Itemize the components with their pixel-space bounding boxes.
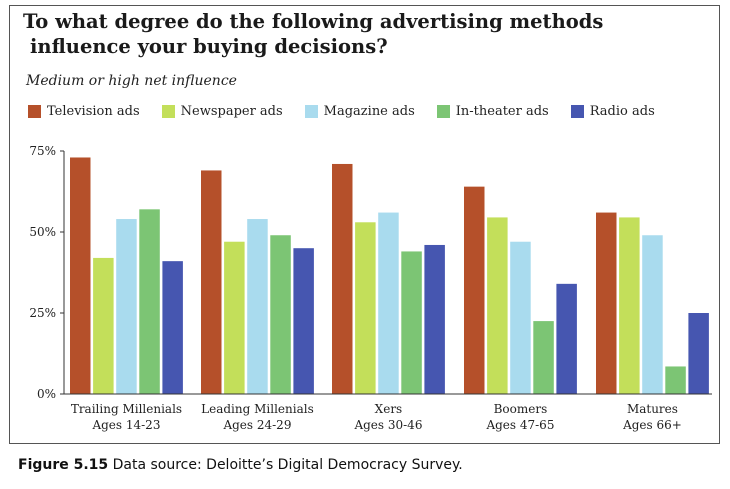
x-category-label: Matures: [627, 402, 678, 416]
x-category-sublabel: Ages 30-46: [353, 418, 422, 432]
bar-magazine-ads-1: [247, 219, 268, 394]
bar-magazine-ads-0: [116, 219, 137, 394]
legend-item-in-theater: In-theater ads: [436, 103, 549, 119]
bar-television-ads-0: [70, 157, 91, 394]
x-category-sublabel: Ages 24-29: [222, 418, 291, 432]
legend-swatch-radio: [570, 104, 584, 118]
legend-swatch-newspaper: [161, 104, 175, 118]
chart-title-line-2: influence your buying decisions?: [30, 35, 388, 58]
bar-in-theater-ads-3: [533, 321, 554, 394]
legend-label-in-theater: In-theater ads: [455, 103, 549, 119]
chart-title-line-1: To what degree do the following advertis…: [23, 10, 604, 33]
bar-in-theater-ads-1: [270, 235, 291, 394]
y-tick-label: 25%: [29, 306, 56, 320]
bar-television-ads-1: [201, 170, 222, 394]
x-category-sublabel: Ages 66+: [622, 418, 682, 432]
x-category-label: Xers: [375, 402, 403, 416]
y-tick-label: 0%: [37, 387, 56, 401]
legend-item-radio: Radio ads: [570, 103, 655, 119]
bar-newspaper-ads-1: [224, 241, 245, 394]
bar-newspaper-ads-0: [93, 257, 114, 394]
x-category-sublabel: Ages 14-23: [91, 418, 160, 432]
legend-swatch-magazine: [304, 104, 318, 118]
bar-in-theater-ads-2: [401, 251, 422, 394]
caption-text: Data source: Deloitte’s Digital Democrac…: [108, 457, 463, 473]
x-category-label: Trailing Millenials: [71, 402, 182, 416]
bar-radio-ads-0: [162, 261, 183, 394]
bar-newspaper-ads-4: [619, 217, 640, 394]
legend-label-television: Television ads: [47, 103, 140, 119]
legend: Television ads Newspaper ads Magazine ad…: [28, 102, 677, 120]
bar-television-ads-2: [332, 163, 353, 394]
legend-label-radio: Radio ads: [589, 103, 655, 119]
figure-label: Figure 5.15: [18, 457, 109, 473]
bar-newspaper-ads-2: [355, 222, 376, 394]
bar-radio-ads-4: [688, 313, 709, 394]
bar-radio-ads-1: [293, 248, 314, 394]
x-category-label: Leading Millenials: [201, 402, 314, 416]
bar-magazine-ads-3: [510, 241, 531, 394]
bar-in-theater-ads-4: [665, 366, 686, 394]
legend-swatch-in-theater: [436, 104, 450, 118]
bar-in-theater-ads-0: [139, 209, 160, 394]
chart-title: To what degree do the following advertis…: [23, 9, 683, 59]
legend-item-magazine: Magazine ads: [304, 103, 415, 119]
bar-radio-ads-3: [556, 283, 577, 394]
legend-item-newspaper: Newspaper ads: [161, 103, 283, 119]
y-tick-label: 50%: [29, 225, 56, 239]
bar-television-ads-4: [596, 212, 617, 394]
bar-newspaper-ads-3: [487, 217, 508, 394]
x-category-sublabel: Ages 47-65: [485, 418, 554, 432]
y-tick-label: 75%: [29, 144, 56, 158]
legend-swatch-television: [28, 104, 41, 118]
figure-caption: Figure 5.15 Data source: Deloitte’s Digi…: [18, 457, 463, 473]
bar-magazine-ads-4: [642, 235, 663, 394]
bar-magazine-ads-2: [378, 212, 399, 394]
chart-subtitle: Medium or high net influence: [26, 73, 237, 89]
x-category-label: Boomers: [494, 402, 548, 416]
bar-radio-ads-2: [424, 244, 445, 394]
legend-item-television: Television ads: [28, 104, 140, 119]
legend-label-newspaper: Newspaper ads: [180, 103, 283, 119]
legend-label-magazine: Magazine ads: [323, 103, 415, 119]
bar-television-ads-3: [464, 186, 485, 394]
